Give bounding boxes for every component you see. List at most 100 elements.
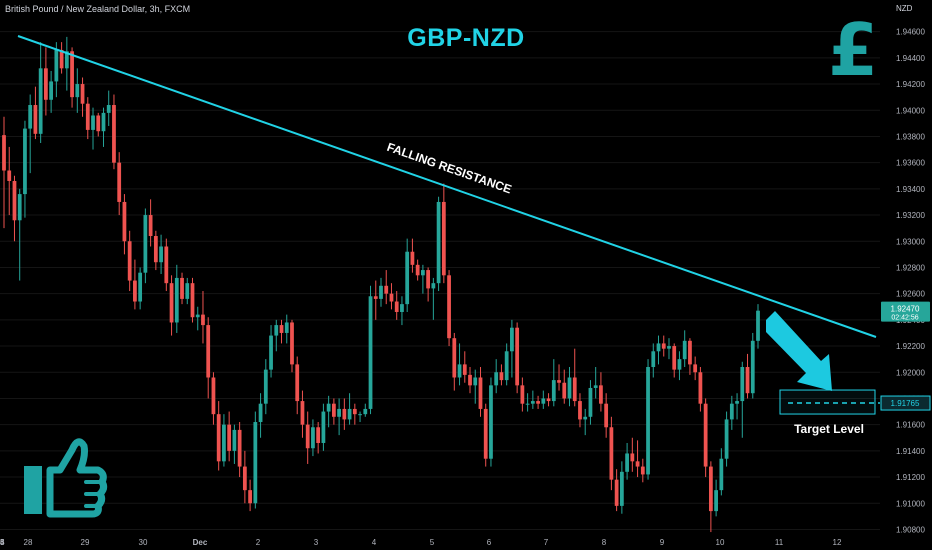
candle-body <box>33 105 38 134</box>
candle-body <box>117 162 122 202</box>
candle-body <box>604 403 609 428</box>
candle <box>133 259 137 310</box>
candle <box>117 152 122 216</box>
candle <box>269 325 273 378</box>
candle <box>49 70 54 113</box>
candle <box>572 348 577 407</box>
price-tick-label: 1.94400 <box>896 54 925 63</box>
candle <box>489 377 493 467</box>
candle-body <box>614 479 619 506</box>
target-zone-box[interactable] <box>779 389 876 415</box>
candle <box>180 272 184 305</box>
candle-body <box>473 377 478 386</box>
candle <box>688 338 692 375</box>
time-tick-label: 3 <box>314 538 319 547</box>
candle-body <box>269 335 273 370</box>
candle <box>719 448 724 496</box>
candle-body <box>693 364 698 373</box>
candle-body <box>64 51 69 69</box>
candle-body <box>28 105 33 129</box>
candle-body <box>180 277 184 299</box>
candle-body <box>143 215 148 273</box>
candle <box>174 264 179 333</box>
candle-body <box>635 461 640 467</box>
candle <box>352 403 357 425</box>
time-tick-label: 2 <box>256 538 261 547</box>
candle <box>520 377 525 412</box>
price-tick-label: 1.94600 <box>896 28 925 37</box>
price-tick-label: 1.94200 <box>896 80 925 89</box>
candle-body <box>609 427 614 480</box>
candle-body <box>688 340 692 365</box>
candle <box>525 393 530 412</box>
candle <box>17 188 22 281</box>
candle <box>38 42 43 143</box>
candle-body <box>447 275 451 339</box>
candle-body <box>44 68 48 100</box>
candle-body <box>75 84 80 98</box>
candle <box>473 369 478 404</box>
candle-body <box>284 322 289 333</box>
candle-body <box>515 327 520 386</box>
candle <box>415 259 420 281</box>
candle <box>216 401 221 471</box>
time-tick-label: 8 <box>602 538 607 547</box>
candle-body <box>415 264 420 276</box>
candle <box>499 364 504 386</box>
candle-body <box>201 314 205 326</box>
candle <box>729 395 734 430</box>
time-tick-label: 7 <box>544 538 549 547</box>
candle-body <box>373 296 378 299</box>
candle-body <box>211 377 216 415</box>
candle <box>7 146 12 216</box>
candle <box>295 356 300 415</box>
candle-body <box>138 272 143 302</box>
candle-body <box>216 414 221 462</box>
candle-body <box>169 283 174 323</box>
candle <box>300 390 305 438</box>
candle-body <box>358 414 362 416</box>
candle-body <box>96 115 101 132</box>
falling-resistance-line[interactable] <box>17 35 877 338</box>
candle-body <box>242 466 247 491</box>
candle <box>441 183 446 284</box>
candle-body <box>279 325 284 333</box>
candle <box>201 291 205 344</box>
candle-body <box>38 68 43 134</box>
candle-body <box>185 283 190 299</box>
candle <box>693 356 698 381</box>
candle-body <box>426 270 431 289</box>
time-tick-label: 6 <box>487 538 492 547</box>
candle-body <box>195 314 200 318</box>
price-tick-label: 1.91000 <box>896 499 925 508</box>
candle <box>619 461 624 514</box>
price-tick-label: 1.92600 <box>896 290 925 299</box>
candle-body <box>436 201 441 284</box>
time-axis: 28 29 30 Dec 2 3 4 5 6 7 8 9 10 11 12 13141516 <box>0 538 842 547</box>
candle-body <box>462 364 467 375</box>
symbol-header: British Pound / New Zealand Dollar, 3h, … <box>5 4 191 14</box>
candle-body <box>263 369 268 404</box>
bar-countdown-label: 02:42:56 <box>891 315 918 322</box>
candle-body <box>91 115 95 130</box>
candle-body <box>379 285 383 299</box>
candle-body <box>740 367 745 402</box>
candle-body <box>698 372 703 404</box>
candle <box>504 343 509 386</box>
candle-body <box>133 280 137 302</box>
candle-body <box>672 346 677 370</box>
candle <box>263 359 268 415</box>
candle <box>373 280 378 320</box>
candle <box>672 343 677 378</box>
candle <box>494 359 499 394</box>
candle <box>578 393 582 428</box>
candle <box>405 238 410 312</box>
candle-body <box>300 401 305 425</box>
candle <box>347 393 352 425</box>
axis-currency: NZD <box>896 4 913 13</box>
candle <box>363 403 368 417</box>
candle-body <box>227 424 232 451</box>
candle <box>379 277 383 307</box>
candle <box>546 393 551 407</box>
